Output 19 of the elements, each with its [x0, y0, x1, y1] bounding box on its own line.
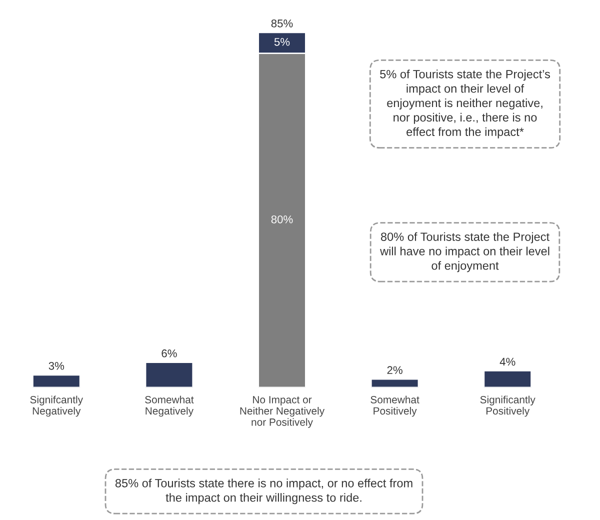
total-label: 4% [500, 358, 516, 366]
bar [144, 362, 194, 388]
total-label: 2% [387, 366, 402, 374]
x-tick-label: Somewhat Positively [370, 396, 420, 417]
text: 85% of Tourists state there is no impact, or no effect from the impact on their willingness to ride. [115, 478, 412, 504]
data-label: 5% [274, 38, 290, 46]
bar [483, 370, 532, 388]
bar [370, 378, 420, 388]
x-tick-label: Signifcantly Negatively [30, 396, 84, 417]
annotation: 80% of Tourists state the Project will have no impact on their level of enjoyment [380, 232, 550, 272]
bar [32, 374, 81, 388]
x-tick-label: No Impact or Neither Negatively nor Positively [240, 396, 325, 428]
total-label: 3% [48, 362, 64, 370]
annotation: 5% of Tourists state the Project’s impact on their level of enjoyment is neither negative, nor positive, i.e., there is no effect from the impact* [380, 70, 550, 138]
total-label: 85% [271, 19, 293, 28]
x-tick-label: Significantly Positively [480, 396, 536, 417]
data-label: 80% [271, 215, 293, 224]
total-label: 6% [162, 349, 177, 358]
x-tick-label: Somewhat Negatively [145, 396, 194, 417]
